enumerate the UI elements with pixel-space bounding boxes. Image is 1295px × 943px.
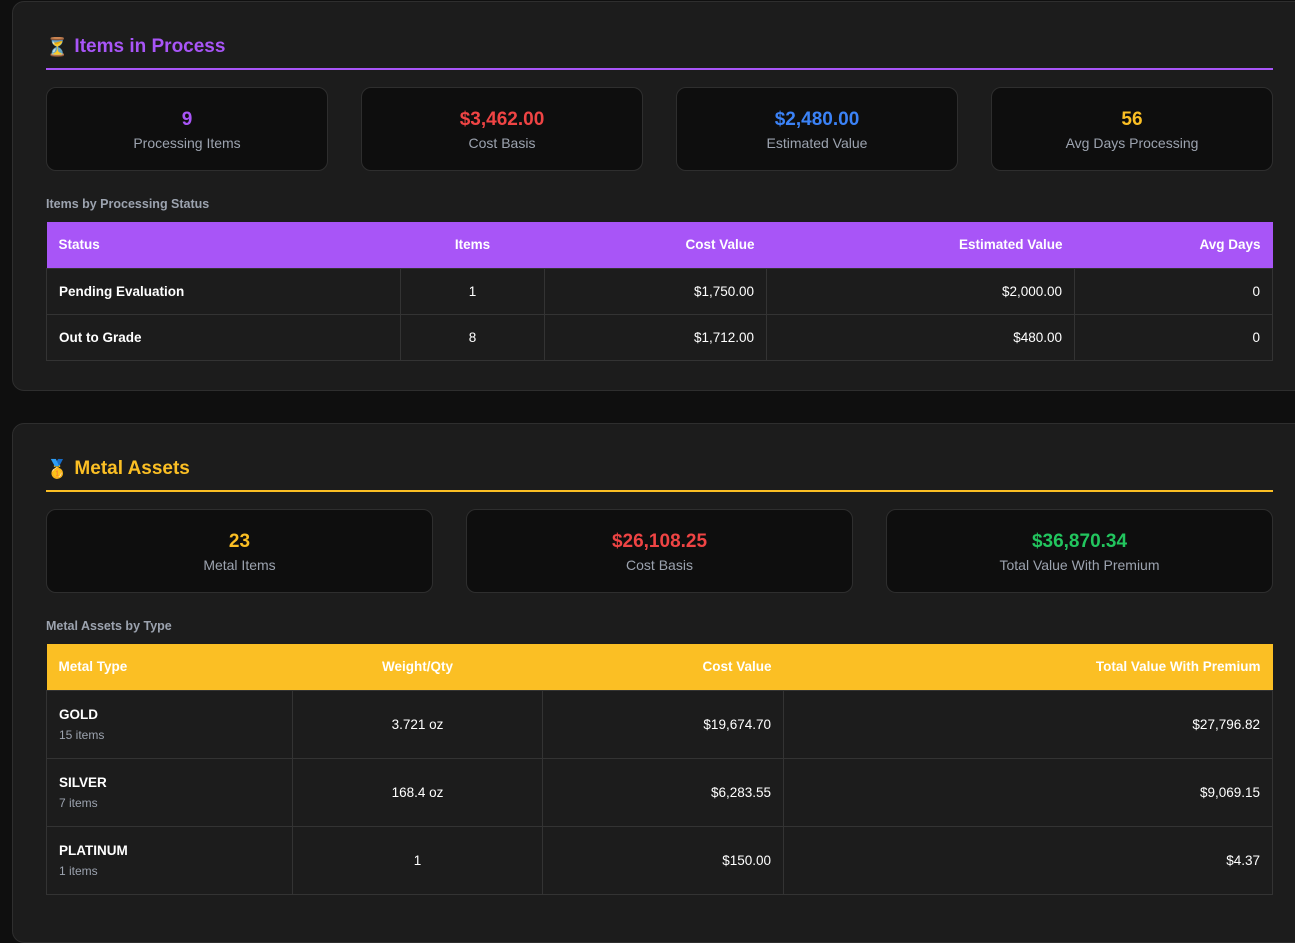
table-row: GOLD 15 items 3.721 oz $19,674.70 $27,796… (46, 689, 1273, 759)
section-title: 🥇 Metal Assets (46, 458, 1273, 480)
stat-card: 9 Processing Items (46, 87, 328, 171)
item-count: 15 items (59, 727, 105, 742)
table-cell: Pending Evaluation (46, 267, 401, 315)
processing-status-table: Status Items Cost Value Estimated Value … (46, 222, 1273, 361)
stat-label: Metal Items (203, 556, 276, 573)
metal-type: SILVER (59, 774, 107, 790)
section-title-text: Items in Process (74, 36, 226, 57)
col-header: Items (454, 237, 491, 253)
col-header: Estimated Value (958, 237, 1063, 253)
medal-icon: 🥇 (46, 459, 69, 479)
table-cell: $2,000.00 (766, 267, 1075, 315)
col-header: Status (58, 237, 100, 253)
stat-card: $36,870.34 Total Value With Premium (886, 509, 1273, 593)
metal-type-table: Metal Type Weight/Qty Cost Value Total V… (46, 644, 1273, 895)
stat-value: 9 (181, 108, 193, 130)
table-title: Items by Processing Status (46, 197, 210, 211)
weight-cell: 3.721 oz (292, 689, 543, 759)
metal-type: PLATINUM (59, 842, 128, 858)
col-header: Cost Value (685, 237, 755, 253)
total-cell: $4.37 (783, 825, 1273, 895)
table-cell: Out to Grade (46, 313, 401, 361)
table-cell: $1,712.00 (544, 313, 767, 361)
stat-value: $3,462.00 (459, 108, 545, 130)
col-header: Cost Value (702, 659, 772, 675)
table-row: Pending Evaluation 1 $1,750.00 $2,000.00 0 (46, 267, 1273, 315)
item-count: 7 items (59, 795, 98, 810)
table-title: Metal Assets by Type (46, 619, 172, 633)
table-cell: 1 (400, 267, 545, 315)
stat-label: Cost Basis (626, 556, 693, 573)
table-row: Out to Grade 8 $1,712.00 $480.00 0 (46, 313, 1273, 361)
hourglass-icon: ⏳ (46, 37, 69, 57)
total-cell: $27,796.82 (783, 689, 1273, 759)
stat-card: 56 Avg Days Processing (991, 87, 1273, 171)
table-cell: $480.00 (766, 313, 1075, 361)
stat-value: $2,480.00 (774, 108, 860, 130)
stat-label: Estimated Value (766, 134, 868, 151)
cost-cell: $6,283.55 (542, 757, 784, 827)
weight-cell: 1 (292, 825, 543, 895)
stat-card: $26,108.25 Cost Basis (466, 509, 853, 593)
stat-card: $2,480.00 Estimated Value (676, 87, 958, 171)
stat-label: Processing Items (133, 134, 241, 151)
stat-card: 23 Metal Items (46, 509, 433, 593)
table-row: SILVER 7 items 168.4 oz $6,283.55 $9,069.… (46, 757, 1273, 827)
stat-label: Cost Basis (468, 134, 536, 151)
items-in-process-section: ⏳ Items in Process 9 Processing Items $3,4… (12, 1, 1295, 391)
stat-value: $36,870.34 (1031, 530, 1128, 552)
stat-label: Avg Days Processing (1065, 134, 1199, 151)
metal-type-cell: PLATINUM 1 items (46, 825, 293, 895)
cost-cell: $150.00 (542, 825, 784, 895)
stat-label: Total Value With Premium (999, 556, 1160, 573)
table-cell: 8 (400, 313, 545, 361)
table-cell: 0 (1074, 267, 1273, 315)
table-cell: $1,750.00 (544, 267, 767, 315)
section-title: ⏳ Items in Process (46, 36, 1273, 58)
stat-value: 56 (1121, 108, 1143, 130)
col-header: Weight/Qty (381, 659, 453, 675)
col-header: Metal Type (58, 659, 128, 675)
item-count: 1 items (59, 863, 98, 878)
stat-value: $26,108.25 (611, 530, 708, 552)
metal-type-cell: GOLD 15 items (46, 689, 293, 759)
col-header: Total Value With Premium (1095, 659, 1261, 675)
total-cell: $9,069.15 (783, 757, 1273, 827)
col-header: Avg Days (1199, 237, 1261, 253)
section-title-text: Metal Assets (74, 458, 190, 479)
cost-cell: $19,674.70 (542, 689, 784, 759)
divider (46, 68, 1273, 70)
table-cell: 0 (1074, 313, 1273, 361)
stat-card: $3,462.00 Cost Basis (361, 87, 643, 171)
metal-assets-section: 🥇 Metal Assets 23 Metal Items $26,108.25 Co… (12, 423, 1295, 943)
table-row: PLATINUM 1 items 1 $150.00 $4.37 (46, 825, 1273, 895)
stat-value: 23 (228, 530, 251, 552)
divider (46, 490, 1273, 492)
weight-cell: 168.4 oz (292, 757, 543, 827)
metal-type: GOLD (59, 706, 98, 722)
metal-type-cell: SILVER 7 items (46, 757, 293, 827)
